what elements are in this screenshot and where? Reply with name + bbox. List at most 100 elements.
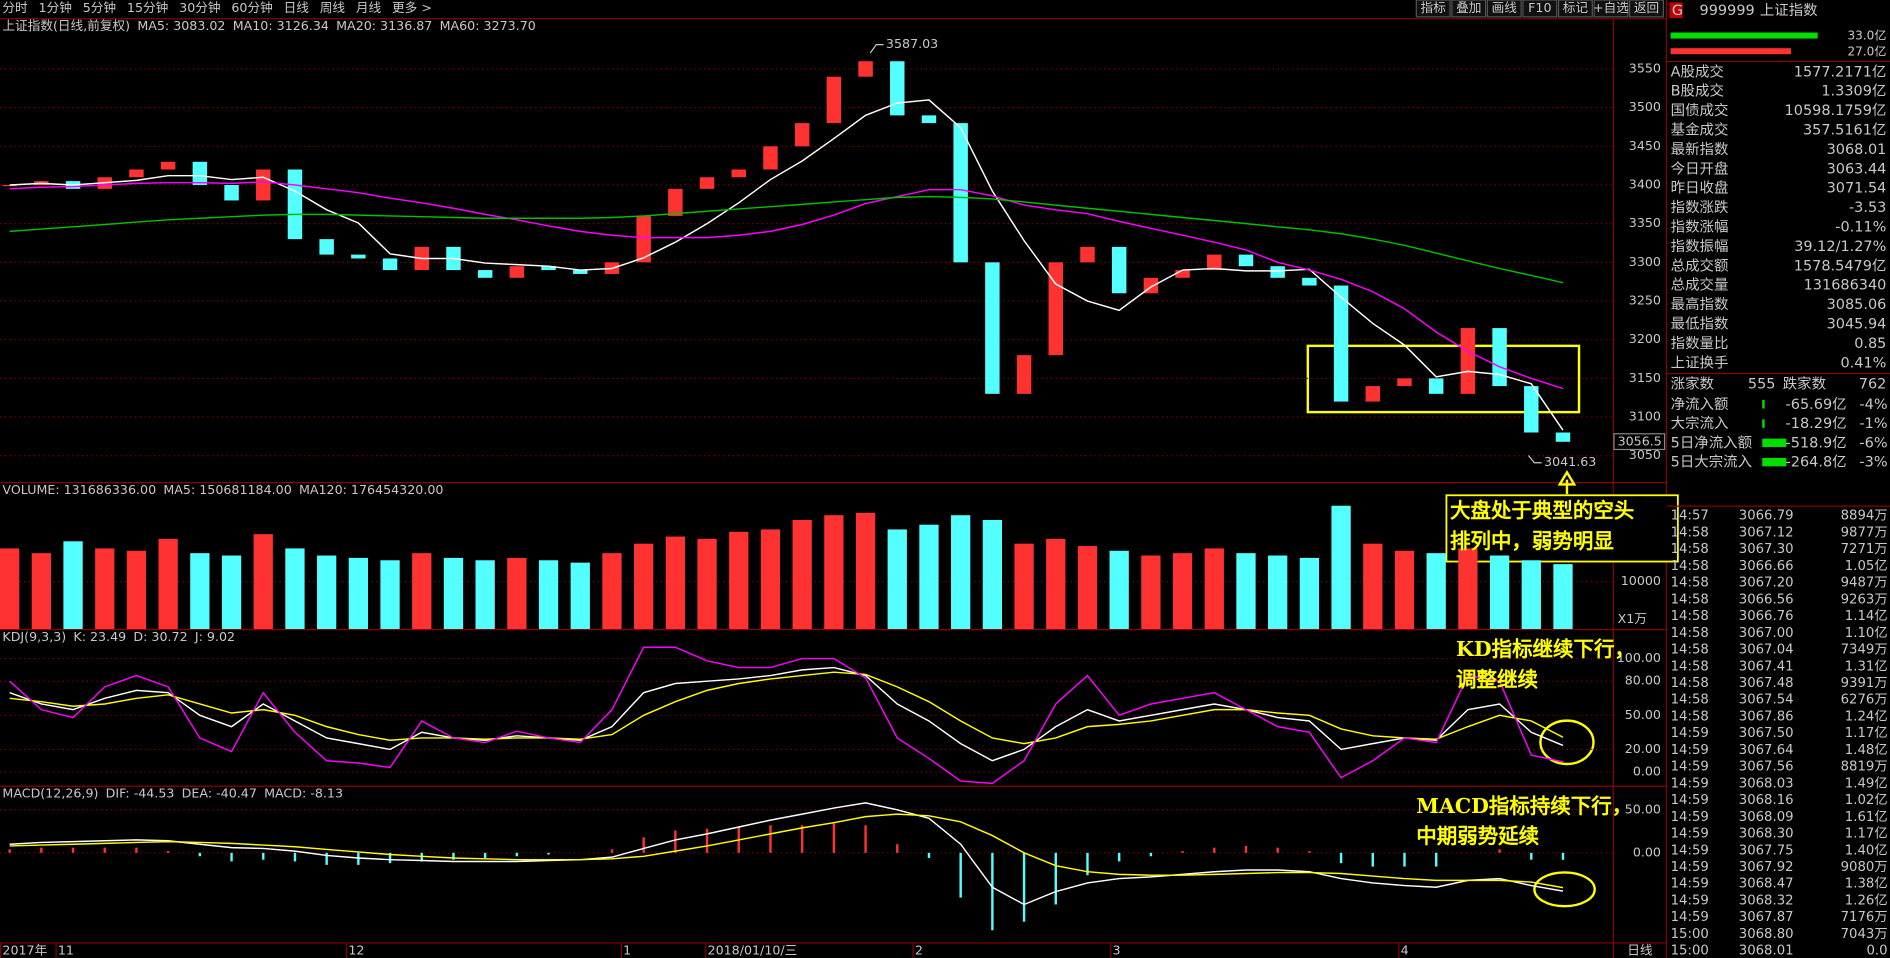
period-tab[interactable]: 分时: [2, 0, 28, 15]
tick-time: 14:58: [1671, 693, 1709, 708]
macd-bar: [1561, 852, 1565, 860]
toolbar-button[interactable]: [1415, 0, 1451, 18]
candle: [382, 258, 398, 271]
tick-time: 14:58: [1671, 592, 1709, 607]
toolbar-button-label[interactable]: 标记: [1563, 0, 1589, 15]
period-tab[interactable]: 月线: [356, 0, 382, 15]
macd-bar: [547, 852, 550, 855]
legend-entry: MA120: 176454320.00: [299, 482, 443, 497]
legend-entry: KDJ(9,3,3): [2, 629, 66, 644]
macd-bar: [198, 852, 202, 857]
macd-bar: [1276, 847, 1279, 853]
stat-label: 总成交额: [1671, 256, 1729, 274]
period-tab[interactable]: 更多 >: [392, 0, 432, 15]
toolbar-button-label[interactable]: +自选: [1593, 0, 1629, 15]
y-tick-label: 3500: [1629, 99, 1661, 114]
flow-indicator: [1762, 419, 1765, 428]
candle: [224, 184, 239, 201]
breadth-label: 涨家数: [1671, 375, 1715, 392]
toolbar-button-label[interactable]: 指标: [1421, 0, 1447, 15]
toolbar-button[interactable]: [1451, 0, 1487, 18]
legend-entry: MA5: 3083.02: [137, 18, 225, 33]
toolbar-button[interactable]: [1522, 0, 1558, 18]
tick-volume: 1.40亿: [1845, 842, 1888, 858]
flow-label: 大宗流入: [1671, 415, 1729, 432]
period-tab[interactable]: 15分钟: [127, 0, 168, 15]
tick-volume: 1.38亿: [1845, 876, 1888, 892]
legend-entry: MA10: 3126.34: [233, 18, 329, 33]
volume-bar: [412, 553, 432, 630]
toolbar-button[interactable]: [1486, 0, 1522, 18]
volume-bar: [1458, 548, 1478, 630]
macd-bar: [1149, 852, 1153, 857]
candle: [1492, 328, 1507, 387]
toolbar-button-label[interactable]: F10: [1528, 0, 1551, 15]
toolbar-button-label[interactable]: 叠加: [1456, 0, 1481, 15]
volume-bar: [855, 512, 876, 630]
tick-price: 3067.41: [1739, 659, 1794, 674]
candle: [699, 177, 715, 189]
stat-value: 39.12/1.27%: [1794, 239, 1886, 255]
y-tick-label: 3200: [1629, 331, 1661, 346]
volume-bar: [1394, 550, 1415, 630]
stat-label: 上证换手: [1671, 354, 1729, 371]
macd-bar: [1022, 852, 1026, 922]
tick-time: 14:58: [1671, 709, 1709, 724]
period-tab[interactable]: 30分钟: [179, 0, 220, 15]
toolbar-button-label[interactable]: 画线: [1492, 0, 1518, 15]
candle: [858, 61, 873, 77]
low-label: 3041.63: [1544, 454, 1596, 469]
stat-label: 国债成交: [1671, 101, 1729, 119]
tick-volume: 1.48亿: [1845, 742, 1888, 758]
high-label: 3587.03: [886, 36, 938, 51]
tick-volume: 7043万: [1841, 927, 1888, 942]
legend-entry: MA20: 3136.87: [336, 18, 432, 33]
candle: [1365, 386, 1381, 402]
candle: [826, 76, 842, 124]
tick-price: 3067.54: [1739, 693, 1794, 708]
stat-label: 最高指数: [1671, 296, 1729, 313]
toolbar-button-label[interactable]: 返回: [1634, 0, 1659, 15]
period-tab[interactable]: 周线: [320, 0, 346, 15]
volume-bar: [792, 519, 812, 630]
tick-time: 14:59: [1671, 827, 1709, 842]
legend-entry: MA60: 3273.70: [440, 18, 536, 33]
tick-price: 3068.32: [1739, 893, 1794, 908]
period-tab[interactable]: 日线: [284, 0, 310, 15]
tick-price: 3068.01: [1739, 944, 1794, 958]
macd-bar: [705, 828, 709, 853]
volume-bar: [824, 515, 844, 630]
legend-entry: DIF: -44.53: [106, 786, 175, 801]
volume-bar: [1109, 550, 1129, 630]
toolbar-button[interactable]: [1629, 0, 1664, 18]
period-label: 日线: [1627, 942, 1653, 957]
legend-entry: MACD(12,26,9): [2, 786, 98, 801]
macd-bar: [71, 847, 75, 853]
volume-bar: [190, 553, 210, 630]
last-price-label: 3056.5: [1618, 434, 1662, 449]
volume-bar: [760, 529, 781, 630]
macd-bar: [800, 825, 804, 853]
toolbar-button[interactable]: [1593, 0, 1629, 18]
candle: [1333, 285, 1349, 402]
tick-time: 14:58: [1671, 626, 1709, 641]
period-tab[interactable]: 1分钟: [39, 0, 72, 15]
y-tick-label: 10000: [1621, 573, 1661, 588]
macd-bar: [1213, 847, 1216, 853]
flow-indicator: [1762, 457, 1787, 467]
stat-label: 最低指数: [1671, 316, 1729, 333]
flow-indicator: [1762, 438, 1787, 448]
flow-value: -65.69亿: [1786, 396, 1847, 413]
tick-price: 3068.09: [1739, 810, 1794, 825]
period-tab[interactable]: 5分钟: [83, 0, 116, 15]
macd-bar: [230, 852, 233, 862]
annotation: 调整继续: [1456, 667, 1538, 691]
period-tab[interactable]: 60分钟: [231, 0, 272, 15]
toolbar-button[interactable]: [1557, 0, 1593, 18]
volume-bar: [1204, 548, 1224, 630]
leader: [869, 43, 884, 54]
macd-bar: [959, 852, 962, 898]
x-tick-label: 1: [623, 942, 631, 957]
